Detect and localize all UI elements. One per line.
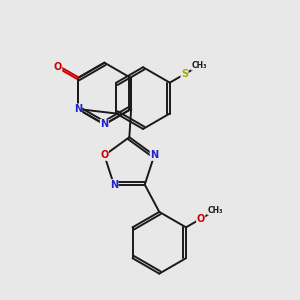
Text: O: O xyxy=(100,150,109,160)
Text: N: N xyxy=(110,180,118,190)
Text: N: N xyxy=(74,104,82,114)
Text: S: S xyxy=(181,69,188,79)
Text: N: N xyxy=(100,119,109,129)
Text: O: O xyxy=(196,214,205,224)
Text: CH₃: CH₃ xyxy=(208,206,223,215)
Text: CH₃: CH₃ xyxy=(191,61,207,70)
Text: N: N xyxy=(150,150,158,160)
Text: O: O xyxy=(53,61,62,71)
